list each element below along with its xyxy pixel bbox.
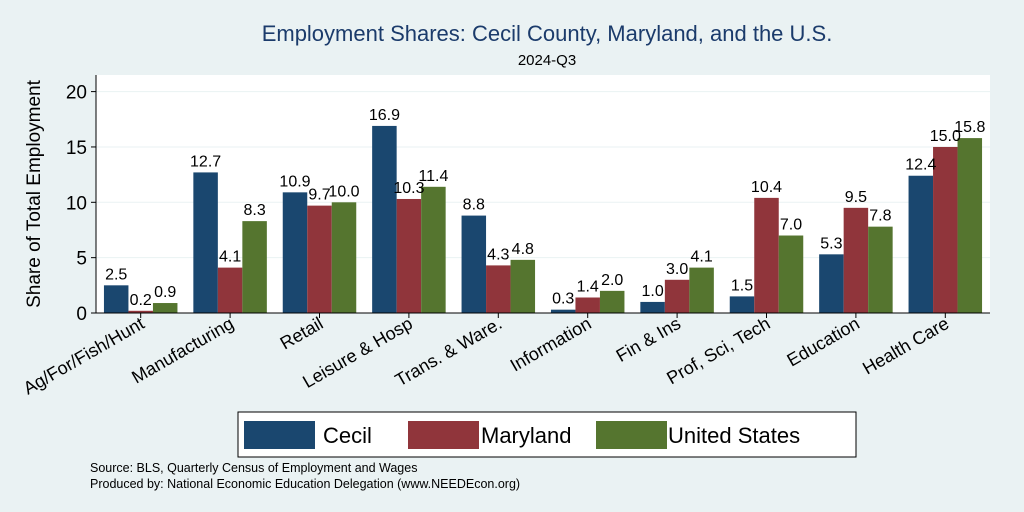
legend-label: Cecil [323,423,372,448]
y-tick-label: 15 [66,138,87,159]
bar-united-states [868,226,893,313]
data-label: 12.7 [190,153,221,170]
data-label: 4.8 [512,241,534,258]
bar-united-states [152,303,178,313]
data-label: 10.4 [751,179,782,196]
data-label: 16.9 [369,107,400,124]
bar-cecil [193,172,218,313]
bar-united-states [421,186,446,313]
bar-cecil [461,215,487,313]
bar-maryland [307,205,332,313]
y-tick-label: 0 [76,304,87,325]
produced-by-note: Produced by: National Economic Education… [90,477,520,491]
y-axis-label: Share of Total Employment [24,79,45,307]
y-tick-label: 10 [66,193,87,214]
bar-maryland [843,207,869,313]
data-label: 2.5 [105,266,127,283]
legend-label: Maryland [481,423,571,448]
bar-united-states [778,235,804,313]
data-label: 8.8 [463,197,485,214]
data-labels: 2.50.2 0.9 12.7 4.1 8.3 10.99.710.0 16.9 10.311… [105,107,985,309]
data-label: 12.4 [905,157,936,174]
data-label: 0.9 [154,284,176,301]
bar-maryland [754,197,779,313]
data-label: 7.8 [869,208,891,225]
bar-united-states [599,290,625,313]
legend-swatch-cecil [244,421,315,449]
bar-united-states [331,202,357,313]
data-label: 10.9 [279,173,310,190]
data-label: 15.8 [954,119,985,136]
legend-swatch-united-states [596,421,667,449]
bar-cecil [550,309,576,313]
data-label: 9.7 [308,187,330,204]
bar-cecil [640,301,665,313]
data-label: 8.3 [243,202,265,219]
data-label: 2.0 [601,272,623,289]
legend-label: United States [668,423,800,448]
data-label: 5.3 [820,235,842,252]
bar-united-states [689,267,714,313]
bar-united-states [957,138,983,313]
legend: Cecil Maryland United States [237,411,857,458]
bar-maryland [486,265,511,313]
bar-maryland [217,267,243,313]
bar-maryland [664,279,690,313]
y-tick-label: 5 [76,249,87,270]
chart-title: Employment Shares: Cecil County, Marylan… [262,21,833,46]
data-label: 10.3 [393,180,424,197]
data-label: 1.0 [641,283,663,300]
data-label: 4.3 [487,246,509,263]
bar-cecil [908,175,934,313]
bar-united-states [242,221,267,313]
bars [103,125,983,313]
bar-united-states [510,259,536,313]
data-label: 3.0 [666,261,688,278]
bar-maryland [128,310,153,313]
bar-cecil [103,285,129,313]
legend-swatch-maryland [408,421,479,449]
bar-maryland [396,198,422,313]
bar-cecil [282,192,308,313]
data-label: 0.3 [552,291,574,308]
bar-cecil [819,254,844,313]
legend-box [237,411,857,458]
data-label: 1.4 [577,279,599,296]
bar-cecil [372,125,397,313]
data-label: 9.5 [845,189,867,206]
data-label: 0.2 [130,292,152,309]
chart-subtitle: 2024-Q3 [518,52,576,69]
data-label: 11.4 [418,168,448,185]
data-label: 10.0 [328,183,359,200]
data-label: 7.0 [780,217,802,234]
data-label: 1.5 [731,277,753,294]
bar-maryland [933,146,958,313]
y-tick-label: 20 [66,83,87,104]
data-label: 15.0 [930,128,961,145]
data-label: 4.1 [219,249,241,266]
source-note: Source: BLS, Quarterly Census of Employm… [90,461,417,475]
bar-cecil [729,296,755,313]
y-ticks: 0 5 10 15 20 [66,83,96,325]
bar-maryland [575,297,600,313]
data-label: 4.1 [690,249,712,266]
